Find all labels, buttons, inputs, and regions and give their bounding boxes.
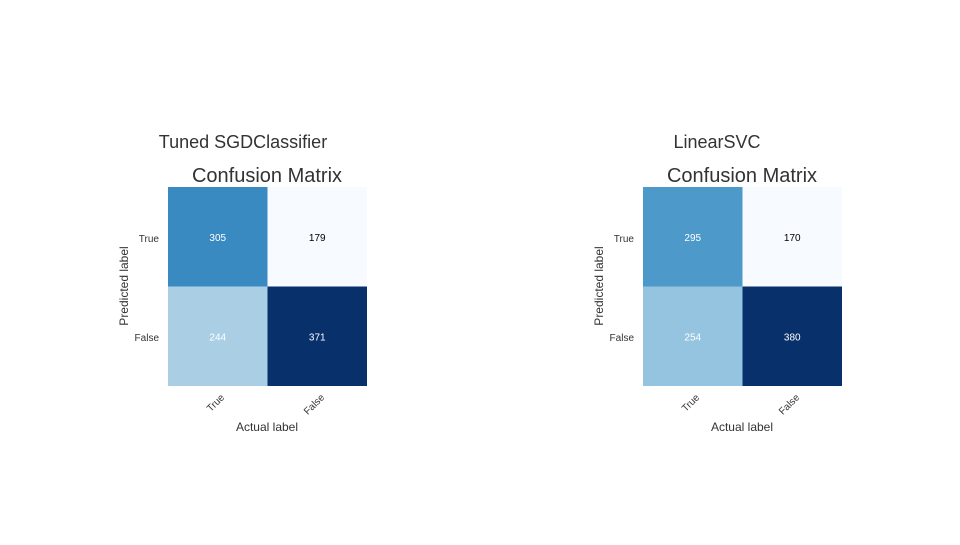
- x-axis-label: Actual label: [236, 420, 298, 434]
- cell-value-label: 179: [309, 233, 326, 244]
- y-tick-label-false: False: [135, 333, 160, 344]
- chart-title: Confusion Matrix: [667, 165, 817, 187]
- panel-title: Tuned SGDClassifier: [159, 132, 327, 152]
- cell-value-label: 295: [684, 233, 701, 244]
- cell-value-label: 380: [784, 332, 801, 343]
- y-tick-label-true: True: [139, 234, 160, 245]
- heatmap-cell: [643, 286, 743, 386]
- cell-value-label: 244: [209, 332, 226, 343]
- heatmap-cell: [742, 286, 842, 386]
- y-axis-label: Predicted label: [592, 246, 606, 325]
- cell-value-label: 254: [684, 332, 701, 343]
- heatmap-cell: [643, 187, 743, 287]
- heatmap-cell: [742, 187, 842, 287]
- x-tick-label-false: False: [302, 392, 327, 417]
- cell-value-label: 305: [209, 233, 226, 244]
- y-tick-label-true: True: [614, 234, 635, 245]
- heatmap-cell: [267, 187, 367, 287]
- heatmap-cell: [168, 286, 268, 386]
- heatmap-cells: 295 170 254 380: [643, 187, 842, 386]
- x-tick-label-false: False: [777, 392, 802, 417]
- chart-title: Confusion Matrix: [192, 165, 342, 187]
- x-axis-label: Actual label: [711, 420, 773, 434]
- heatmap-cell: [267, 286, 367, 386]
- cell-value-label: 170: [784, 233, 801, 244]
- panel-sgd: Tuned SGDClassifier Confusion Matrix 305…: [117, 132, 367, 434]
- y-axis-label: Predicted label: [117, 246, 131, 325]
- heatmap-cells: 305 179 244 371: [168, 187, 367, 386]
- panel-title: LinearSVC: [673, 132, 760, 152]
- cell-value-label: 371: [309, 332, 326, 343]
- y-tick-label-false: False: [610, 333, 635, 344]
- x-tick-label-true: True: [205, 392, 227, 414]
- x-tick-label-true: True: [680, 392, 702, 414]
- heatmap-cell: [168, 187, 268, 287]
